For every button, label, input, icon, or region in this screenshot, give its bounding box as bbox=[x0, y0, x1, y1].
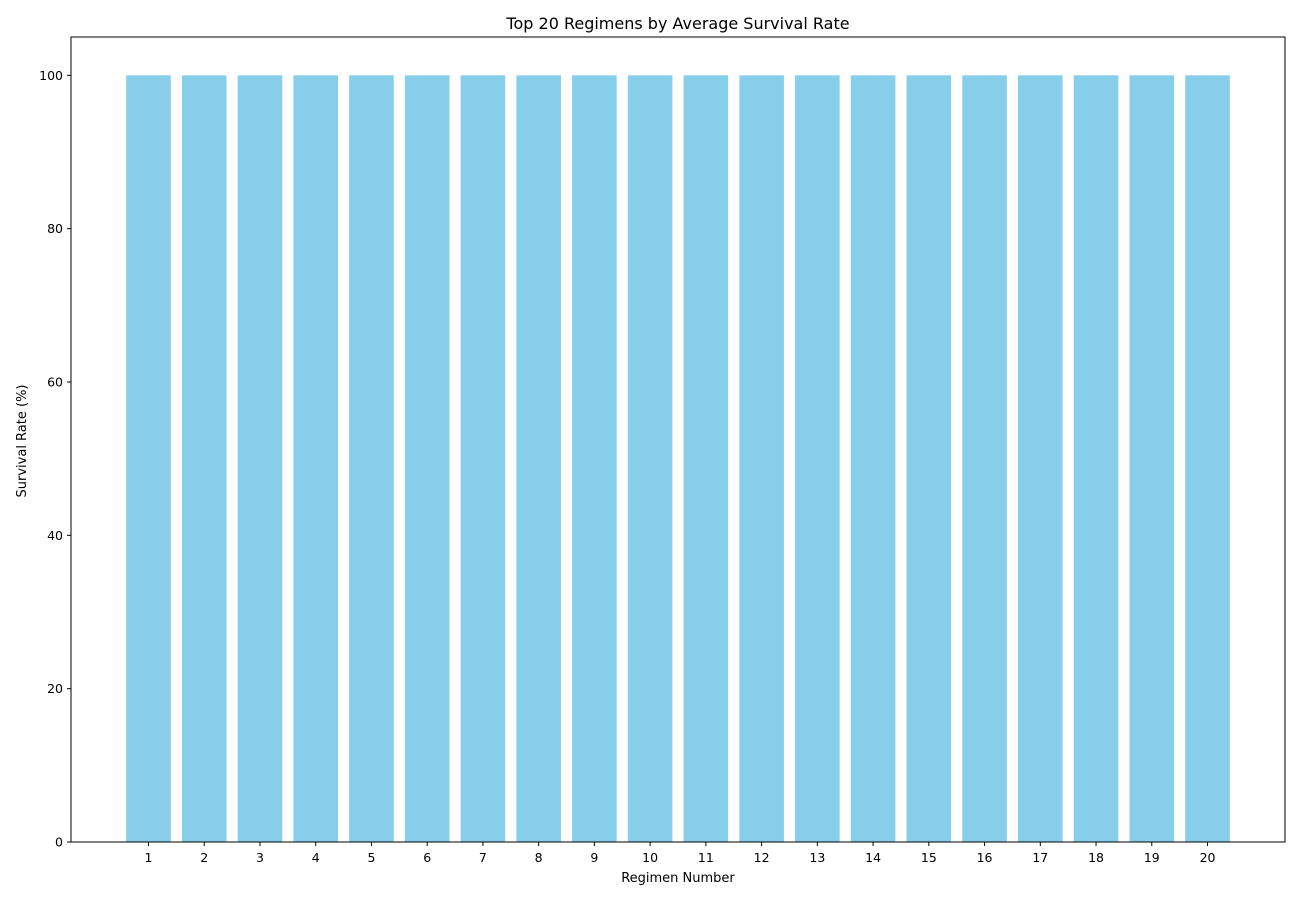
bar-regimen-17 bbox=[1018, 75, 1063, 842]
x-tick-label: 1 bbox=[145, 850, 153, 865]
x-tick-label: 4 bbox=[312, 850, 320, 865]
bar-regimen-13 bbox=[795, 75, 840, 842]
x-axis-ticks: 1 2 3 4 5 6 7 8 9 10 11 12 13 14 15 16 17 18 19 20 bbox=[145, 842, 1216, 865]
x-tick-label: 6 bbox=[423, 850, 431, 865]
x-tick-label: 16 bbox=[977, 850, 993, 865]
x-tick-label: 13 bbox=[809, 850, 825, 865]
x-tick-label: 19 bbox=[1144, 850, 1160, 865]
bar-regimen-2 bbox=[181, 75, 227, 842]
bar-regimen-3 bbox=[237, 75, 283, 842]
y-tick-label: 60 bbox=[47, 375, 63, 390]
x-tick-label: 5 bbox=[367, 850, 375, 865]
x-tick-label: 20 bbox=[1200, 850, 1216, 865]
bar-regimen-15 bbox=[906, 75, 952, 842]
bar-regimen-14 bbox=[850, 75, 896, 842]
x-tick-label: 3 bbox=[256, 850, 264, 865]
bar-regimen-10 bbox=[627, 75, 673, 842]
plot-frame bbox=[70, 36, 1286, 843]
x-tick-label: 8 bbox=[535, 850, 543, 865]
x-tick-label: 17 bbox=[1032, 850, 1048, 865]
x-tick-label: 9 bbox=[590, 850, 598, 865]
bar-regimen-1 bbox=[126, 75, 171, 842]
x-axis-label: Regimen Number bbox=[621, 871, 735, 886]
bar-regimen-8 bbox=[516, 75, 561, 842]
x-tick-label: 18 bbox=[1088, 850, 1104, 865]
y-tick-label: 20 bbox=[47, 681, 63, 696]
bar-regimen-11 bbox=[683, 75, 729, 842]
bar-regimen-5 bbox=[349, 75, 394, 842]
x-tick-label: 7 bbox=[479, 850, 487, 865]
bar-regimen-4 bbox=[293, 75, 338, 842]
x-tick-label: 14 bbox=[865, 850, 881, 865]
bar-regimen-20 bbox=[1185, 75, 1230, 842]
y-tick-label: 0 bbox=[55, 835, 63, 850]
x-tick-label: 10 bbox=[642, 850, 658, 865]
bars-group bbox=[126, 75, 1230, 842]
chart-title: Top 20 Regimens by Average Survival Rate bbox=[505, 14, 849, 33]
x-tick-label: 11 bbox=[698, 850, 714, 865]
bar-regimen-19 bbox=[1129, 75, 1175, 842]
y-tick-label: 100 bbox=[39, 68, 63, 83]
y-axis-label: Survival Rate (%) bbox=[15, 385, 30, 498]
y-axis-ticks: 0 20 40 60 80 100 bbox=[39, 68, 71, 850]
x-tick-label: 12 bbox=[754, 850, 770, 865]
x-tick-label: 2 bbox=[200, 850, 208, 865]
bar-regimen-9 bbox=[572, 75, 617, 842]
y-tick-label: 40 bbox=[47, 528, 63, 543]
bar-regimen-18 bbox=[1073, 75, 1119, 842]
bar-regimen-6 bbox=[404, 75, 450, 842]
x-tick-label: 15 bbox=[921, 850, 937, 865]
bar-regimen-7 bbox=[460, 75, 506, 842]
bar-regimen-16 bbox=[962, 75, 1007, 842]
y-tick-label: 80 bbox=[47, 221, 63, 236]
bar-regimen-12 bbox=[739, 75, 784, 842]
